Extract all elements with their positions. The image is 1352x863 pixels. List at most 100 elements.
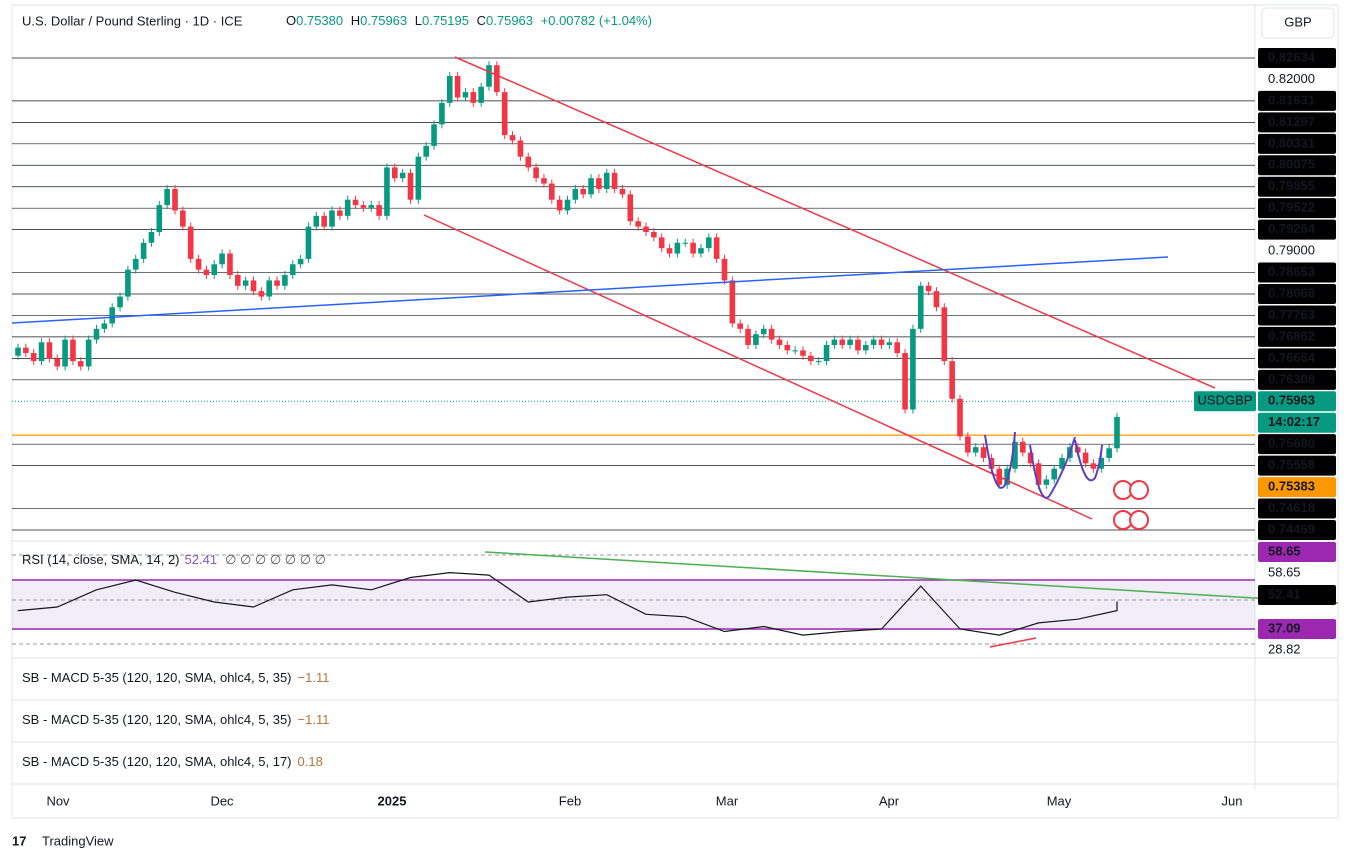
price-label-bg [1258,198,1336,219]
candle [776,339,783,345]
candle [219,253,225,265]
price-label: 0.82634 [1268,49,1316,64]
candle [1020,441,1026,453]
price-label: 0.82000 [1268,71,1315,86]
label: O [286,13,296,28]
candle [344,199,351,216]
candle [549,183,555,200]
candle [30,353,37,362]
price-label: 0.80075 [1268,157,1315,172]
candle [399,172,406,179]
candle [478,86,484,103]
rsi-title: RSI (14, close, SMA, 14, 2) 52.41 ∅ ∅ ∅ ∅ … [22,552,326,567]
candle [109,307,115,324]
logo-mark: 17 [12,833,26,848]
time-label: 2025 [378,793,407,808]
candle [815,361,822,363]
price-label-bg [1258,391,1336,412]
price-label: 0.79522 [1268,200,1315,215]
price-label-bg [1258,48,1336,68]
candle [211,264,218,276]
pattern-curve [1029,436,1076,499]
indicator: SB - MACD 5-35 (120, 120, SMA, ohlc4, 5,… [22,712,329,727]
candle [596,178,602,189]
candle [564,199,571,211]
rsi-value: 52.41 [185,552,218,567]
candle [792,350,798,352]
candle [15,347,21,356]
price-label: 0.81631 [1268,92,1315,107]
price-label: 0.76862 [1268,328,1315,343]
value: 0.75963 [360,13,407,28]
candle [242,280,249,286]
price-label-bg [1258,155,1336,176]
candle [431,124,437,146]
price-label-bg [1258,520,1336,540]
candle [721,258,728,281]
price-label-bg [1258,326,1336,347]
candle [949,361,955,399]
candle [533,167,539,179]
candle [627,194,634,222]
value: 0.75963 [486,13,533,28]
candle [140,242,147,259]
candle [541,178,547,184]
candle [85,339,92,367]
price-label: 0.74618 [1268,500,1315,515]
candle [125,269,131,297]
candle [957,398,963,437]
candle [274,280,280,286]
price-label-bg [1258,133,1336,154]
brand: TradingView [42,833,114,848]
rsi-placeholders: ∅ ∅ ∅ ∅ ∅ ∅ ∅ [225,552,326,567]
candle [768,328,775,340]
candle [297,258,304,265]
candle [454,75,461,98]
candle [78,361,84,367]
event-icons [1113,480,1149,530]
candle [784,344,791,351]
indicator-value: −1.11 [298,670,330,685]
candle [407,172,414,200]
price-label-bg [1258,348,1336,369]
candle [423,145,429,157]
price-label-bg [1258,284,1336,304]
candle [611,172,618,189]
price-label-bg [1258,412,1336,433]
currency-button[interactable] [1261,7,1335,39]
candle [729,280,736,324]
price-label: 0.78068 [1268,285,1315,300]
candle [925,285,932,292]
candle [933,291,940,308]
price-label: 0.79000 [1268,243,1315,258]
candle [855,339,861,351]
price-label: 0.79855 [1268,178,1315,193]
symbol-tag [1194,391,1256,412]
candle [619,188,626,195]
candle [54,358,61,367]
price-label: 0.79264 [1268,221,1316,236]
us-event[interactable] [1129,510,1149,530]
candle [808,355,814,362]
uk-event[interactable] [1129,480,1149,500]
candle [580,188,586,195]
candle [156,205,163,232]
candle [486,65,492,87]
rsi-label: 28.82 [1268,641,1301,656]
candle [682,242,689,244]
candle [70,339,76,362]
label: C [477,13,486,28]
ohlc: O0.75380 H0.75963 L0.75195 C0.75963 +0.0… [286,13,652,28]
candle [46,342,53,359]
rsi-label: 37.09 [1268,620,1301,635]
candle [1059,457,1065,469]
price-label-bg [1258,262,1336,283]
candle [894,342,900,354]
candle [1090,463,1097,469]
trendline [454,56,1216,389]
candle [886,342,893,345]
price-label: 0.75383 [1268,479,1315,494]
candle [282,275,288,286]
candle [603,172,610,189]
price-label: 0.74469 [1268,521,1315,536]
